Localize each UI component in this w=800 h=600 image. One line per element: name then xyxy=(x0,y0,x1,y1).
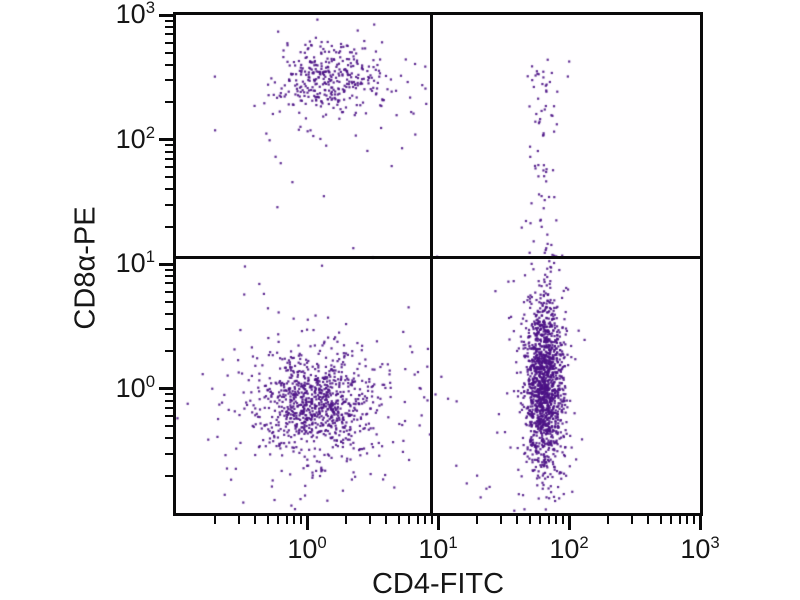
x-axis-minor-tick xyxy=(407,516,410,524)
x-axis-minor-tick xyxy=(547,516,550,524)
y-axis-minor-tick xyxy=(165,415,173,418)
y-axis-minor-tick xyxy=(165,290,173,293)
x-axis-minor-tick xyxy=(562,516,564,524)
y-axis-major-tick xyxy=(159,262,173,266)
x-axis-minor-tick xyxy=(266,516,269,524)
x-axis-minor-tick xyxy=(214,516,217,524)
y-axis-minor-tick xyxy=(165,399,173,402)
y-axis-minor-tick xyxy=(165,101,173,103)
x-axis-minor-tick xyxy=(416,516,419,524)
y-axis-minor-tick xyxy=(165,176,173,178)
y-axis-minor-tick xyxy=(165,19,173,22)
y-axis-minor-tick xyxy=(165,328,173,331)
x-axis-minor-tick xyxy=(368,516,371,524)
y-axis-minor-tick xyxy=(165,203,173,206)
y-axis-minor-tick xyxy=(165,474,173,477)
y-axis-minor-tick xyxy=(165,350,173,352)
quadrant-gate-horizontal-line xyxy=(176,256,700,260)
y-axis-major-tick xyxy=(159,13,173,17)
y-axis-tick-label: 101 xyxy=(115,247,155,278)
x-axis-minor-tick xyxy=(515,516,518,524)
x-axis-minor-tick xyxy=(345,516,348,524)
x-axis-minor-tick xyxy=(693,516,695,524)
x-axis-minor-tick xyxy=(528,516,531,524)
x-axis-tick-label: 100 xyxy=(287,533,327,564)
x-axis-minor-tick xyxy=(499,516,502,524)
x-axis-minor-tick xyxy=(397,516,400,524)
x-axis-minor-tick xyxy=(253,516,256,524)
x-axis-major-tick xyxy=(567,516,571,530)
x-axis-minor-tick xyxy=(607,516,610,524)
x-axis-tick-label: 102 xyxy=(549,533,589,564)
x-axis-major-tick xyxy=(698,516,702,530)
y-axis-tick-label: 103 xyxy=(115,0,155,29)
y-axis-minor-tick xyxy=(165,268,173,271)
x-axis-tick-label: 101 xyxy=(418,533,458,564)
y-axis-minor-tick xyxy=(165,166,173,169)
x-axis-minor-tick xyxy=(659,516,662,524)
x-axis-minor-tick xyxy=(237,516,240,524)
x-axis-minor-tick xyxy=(538,516,541,524)
y-axis-minor-tick xyxy=(165,33,173,36)
y-axis-minor-tick xyxy=(165,393,173,396)
y-axis-minor-tick xyxy=(165,312,173,315)
y-axis-minor-tick xyxy=(165,188,173,190)
y-axis-minor-tick xyxy=(165,437,173,439)
scatter-points-canvas xyxy=(176,15,700,513)
x-axis-minor-tick xyxy=(678,516,681,524)
y-axis-minor-tick xyxy=(165,63,173,66)
y-axis-minor-tick xyxy=(165,425,173,427)
y-axis-minor-tick xyxy=(165,144,173,147)
x-axis-minor-tick xyxy=(384,516,387,524)
x-axis-minor-tick xyxy=(476,516,479,524)
x-axis-major-tick xyxy=(305,516,309,530)
x-axis-minor-tick xyxy=(555,516,558,524)
plot-area xyxy=(173,12,703,516)
y-axis-minor-tick xyxy=(165,79,173,82)
x-axis-minor-tick xyxy=(630,516,633,524)
y-axis-minor-tick xyxy=(165,275,173,278)
y-axis-minor-tick xyxy=(165,150,173,153)
x-axis-minor-tick xyxy=(669,516,672,524)
x-axis-minor-tick xyxy=(424,516,427,524)
y-axis-title: CD8α-PE xyxy=(69,206,102,330)
x-axis-minor-tick xyxy=(646,516,649,524)
y-axis-tick-label: 100 xyxy=(115,371,155,403)
x-axis-major-tick xyxy=(436,516,440,530)
x-axis-title: CD4-FITC xyxy=(371,568,505,600)
y-axis-minor-tick xyxy=(165,26,173,29)
y-axis-tick-label: 102 xyxy=(115,122,155,154)
y-axis-minor-tick xyxy=(165,51,173,54)
y-axis-minor-tick xyxy=(165,406,173,409)
y-axis-minor-tick xyxy=(165,300,173,303)
y-axis-minor-tick xyxy=(165,452,173,455)
x-axis-minor-tick xyxy=(285,516,288,524)
y-axis-major-tick xyxy=(159,387,173,390)
y-axis-minor-tick xyxy=(165,41,173,44)
y-axis-minor-tick xyxy=(165,282,173,285)
x-axis-minor-tick xyxy=(293,516,296,524)
quadrant-gate-vertical-line xyxy=(429,15,433,513)
y-axis-major-tick xyxy=(159,138,173,141)
y-axis-minor-tick xyxy=(165,225,173,228)
y-axis-minor-tick xyxy=(165,157,173,160)
x-axis-minor-tick xyxy=(431,516,433,524)
x-axis-minor-tick xyxy=(276,516,279,524)
x-axis-minor-tick xyxy=(300,516,302,524)
x-axis-minor-tick xyxy=(686,516,689,524)
x-axis-tick-label: 103 xyxy=(680,533,720,564)
